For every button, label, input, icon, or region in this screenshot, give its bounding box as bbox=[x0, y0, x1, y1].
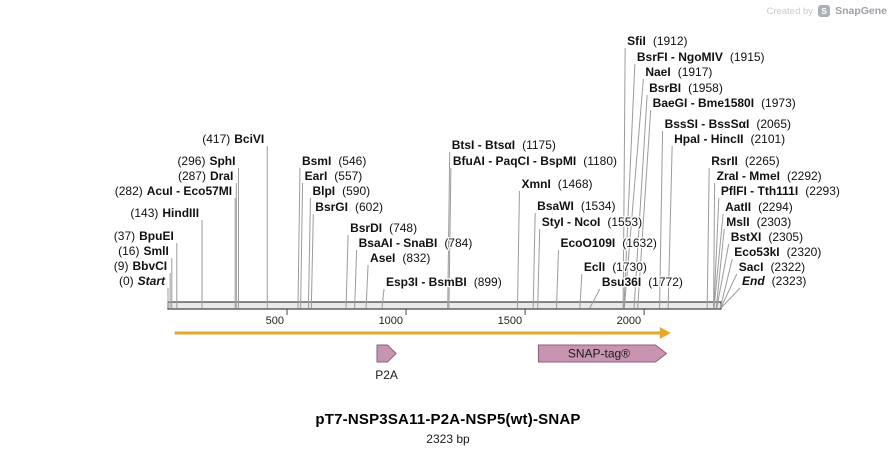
site-leader-line bbox=[579, 273, 583, 309]
site-leader-line bbox=[713, 197, 720, 309]
restriction-site-label[interactable]: (37) BpuEI bbox=[113, 228, 176, 245]
restriction-site-label[interactable]: RsrII (2265) bbox=[710, 153, 781, 170]
restriction-site-label[interactable]: BsrBI (1958) bbox=[648, 80, 724, 97]
restriction-site-label[interactable]: (417) BciVI bbox=[201, 131, 266, 148]
restriction-site-label[interactable]: (296) SphI bbox=[176, 153, 237, 170]
ruler-tick-label: 2000 bbox=[617, 315, 641, 327]
site-leader-line bbox=[622, 47, 626, 309]
site-leader-line bbox=[637, 109, 652, 309]
restriction-site-label[interactable]: BfuAI - PaqCI - BspMI (1180) bbox=[452, 153, 619, 170]
feature-label: P2A bbox=[375, 368, 398, 382]
site-leader-line bbox=[713, 182, 716, 309]
restriction-site-label[interactable]: BaeGI - Bme1580I (1973) bbox=[651, 95, 797, 112]
site-leader-line bbox=[365, 264, 369, 309]
restriction-site-label[interactable]: BsmI (546) bbox=[301, 153, 368, 170]
site-leader-line bbox=[623, 63, 636, 309]
watermark: Created by S SnapGene bbox=[767, 5, 887, 17]
restriction-site-label[interactable]: (9) BbvCI bbox=[113, 258, 169, 275]
restriction-site-label[interactable]: ZraI - MmeI (2292) bbox=[715, 168, 823, 185]
site-leader-line bbox=[381, 288, 385, 309]
site-leader-line bbox=[300, 182, 304, 309]
restriction-site-label[interactable]: EcoO109I (1632) bbox=[559, 235, 658, 252]
site-leader-line bbox=[713, 213, 724, 309]
site-leader-line bbox=[719, 258, 733, 309]
watermark-created-by-label: Created by bbox=[766, 5, 814, 17]
restriction-site-label[interactable]: BsaAI - SnaBI (784) bbox=[357, 235, 473, 252]
site-leader-line bbox=[297, 167, 301, 309]
restriction-site-label[interactable]: BssSI - BssSαI (2065) bbox=[663, 116, 792, 133]
restriction-site-label[interactable]: Bsu36I (1772) bbox=[601, 274, 685, 291]
snapgene-logo-icon: S bbox=[818, 5, 831, 17]
site-leader-line bbox=[556, 249, 560, 309]
restriction-site-label[interactable]: EarI (557) bbox=[303, 168, 363, 185]
restriction-site-label[interactable]: (287) DraI bbox=[177, 168, 235, 185]
backbone-arrow-head-icon[interactable] bbox=[659, 327, 671, 339]
restriction-site-label[interactable]: Eco53kI (2320) bbox=[733, 244, 823, 261]
site-leader-line bbox=[589, 288, 601, 309]
restriction-site-label[interactable]: HpaI - HincII (2101) bbox=[673, 131, 787, 148]
restriction-site-label[interactable]: StyI - NcoI (1553) bbox=[540, 214, 643, 231]
site-leader-line bbox=[706, 167, 710, 309]
ruler-tick-label: 1000 bbox=[379, 315, 403, 327]
feature-arrow[interactable] bbox=[376, 344, 397, 363]
restriction-site-label[interactable]: BlpI (590) bbox=[311, 183, 371, 200]
restriction-site-label[interactable]: NaeI (1917) bbox=[644, 64, 714, 81]
site-leader-line bbox=[715, 228, 725, 309]
feature-label: SNAP-tag® bbox=[568, 347, 630, 361]
construct-title: pT7-NSP3SA11-P2A-NSP5(wt)-SNAP bbox=[315, 411, 581, 428]
restriction-site-label[interactable]: End (2323) bbox=[741, 273, 808, 290]
restriction-site-label[interactable]: (0) Start bbox=[118, 273, 168, 290]
restriction-site-label[interactable]: (143) HindIII bbox=[129, 205, 200, 222]
construct-length: 2323 bp bbox=[426, 432, 470, 446]
restriction-site-label[interactable]: (282) AcuI - Eco57MI bbox=[114, 183, 234, 200]
site-leader-line bbox=[448, 167, 452, 309]
site-leader-line bbox=[532, 212, 536, 309]
site-leader-line bbox=[354, 249, 358, 309]
site-leader-line bbox=[537, 228, 541, 309]
site-leader-line bbox=[623, 78, 644, 309]
watermark-brand-label: SnapGene bbox=[835, 5, 887, 17]
restriction-site-label[interactable]: Esp3I - BsmBI (899) bbox=[385, 274, 503, 291]
site-leader-line bbox=[716, 243, 730, 309]
site-leader-line bbox=[307, 197, 311, 309]
site-leader-line bbox=[659, 130, 664, 309]
ruler-tick-label: 1500 bbox=[498, 315, 522, 327]
restriction-site-label[interactable]: BsrGI (602) bbox=[314, 199, 384, 216]
site-leader-line bbox=[447, 151, 451, 309]
feature-arrow[interactable] bbox=[537, 344, 668, 363]
site-leader-line bbox=[720, 287, 741, 309]
restriction-site-label[interactable]: BsaWI (1534) bbox=[536, 198, 617, 215]
site-leader-line bbox=[345, 234, 349, 309]
restriction-site-label[interactable]: XmnI (1468) bbox=[520, 176, 594, 193]
restriction-site-label[interactable]: BsrFI - NgoMIV (1915) bbox=[636, 49, 766, 66]
restriction-site-label[interactable]: SacI (2322) bbox=[738, 259, 807, 276]
restriction-site-label[interactable]: SfiI (1912) bbox=[626, 33, 689, 50]
restriction-site-label[interactable]: AatII (2294) bbox=[724, 199, 794, 216]
restriction-site-label[interactable]: BtsI - BtsαI (1175) bbox=[450, 137, 557, 154]
site-leader-line bbox=[633, 94, 648, 309]
site-leader-line bbox=[667, 145, 673, 309]
restriction-site-label[interactable]: MslI (2303) bbox=[725, 214, 793, 231]
restriction-site-label[interactable]: PflFI - Tth111I (2293) bbox=[720, 183, 842, 200]
restriction-site-label[interactable]: EclI (1730) bbox=[583, 259, 649, 276]
restriction-site-label[interactable]: BsrDI (748) bbox=[349, 220, 419, 237]
linear-map-canvas: 500 1000 1500 2000 P2A SNAP-tag® (0) Start(9) Bb… bbox=[113, 33, 842, 382]
ruler-tick-label: 500 bbox=[266, 315, 284, 327]
restriction-site-label[interactable]: (16) SmlI bbox=[117, 243, 170, 260]
site-leader-line bbox=[720, 273, 738, 309]
restriction-site-label[interactable]: AseI (832) bbox=[369, 250, 432, 267]
restriction-site-label[interactable]: BstXI (2305) bbox=[729, 229, 804, 246]
site-leader-line bbox=[310, 213, 314, 309]
site-leader-line bbox=[516, 190, 520, 309]
